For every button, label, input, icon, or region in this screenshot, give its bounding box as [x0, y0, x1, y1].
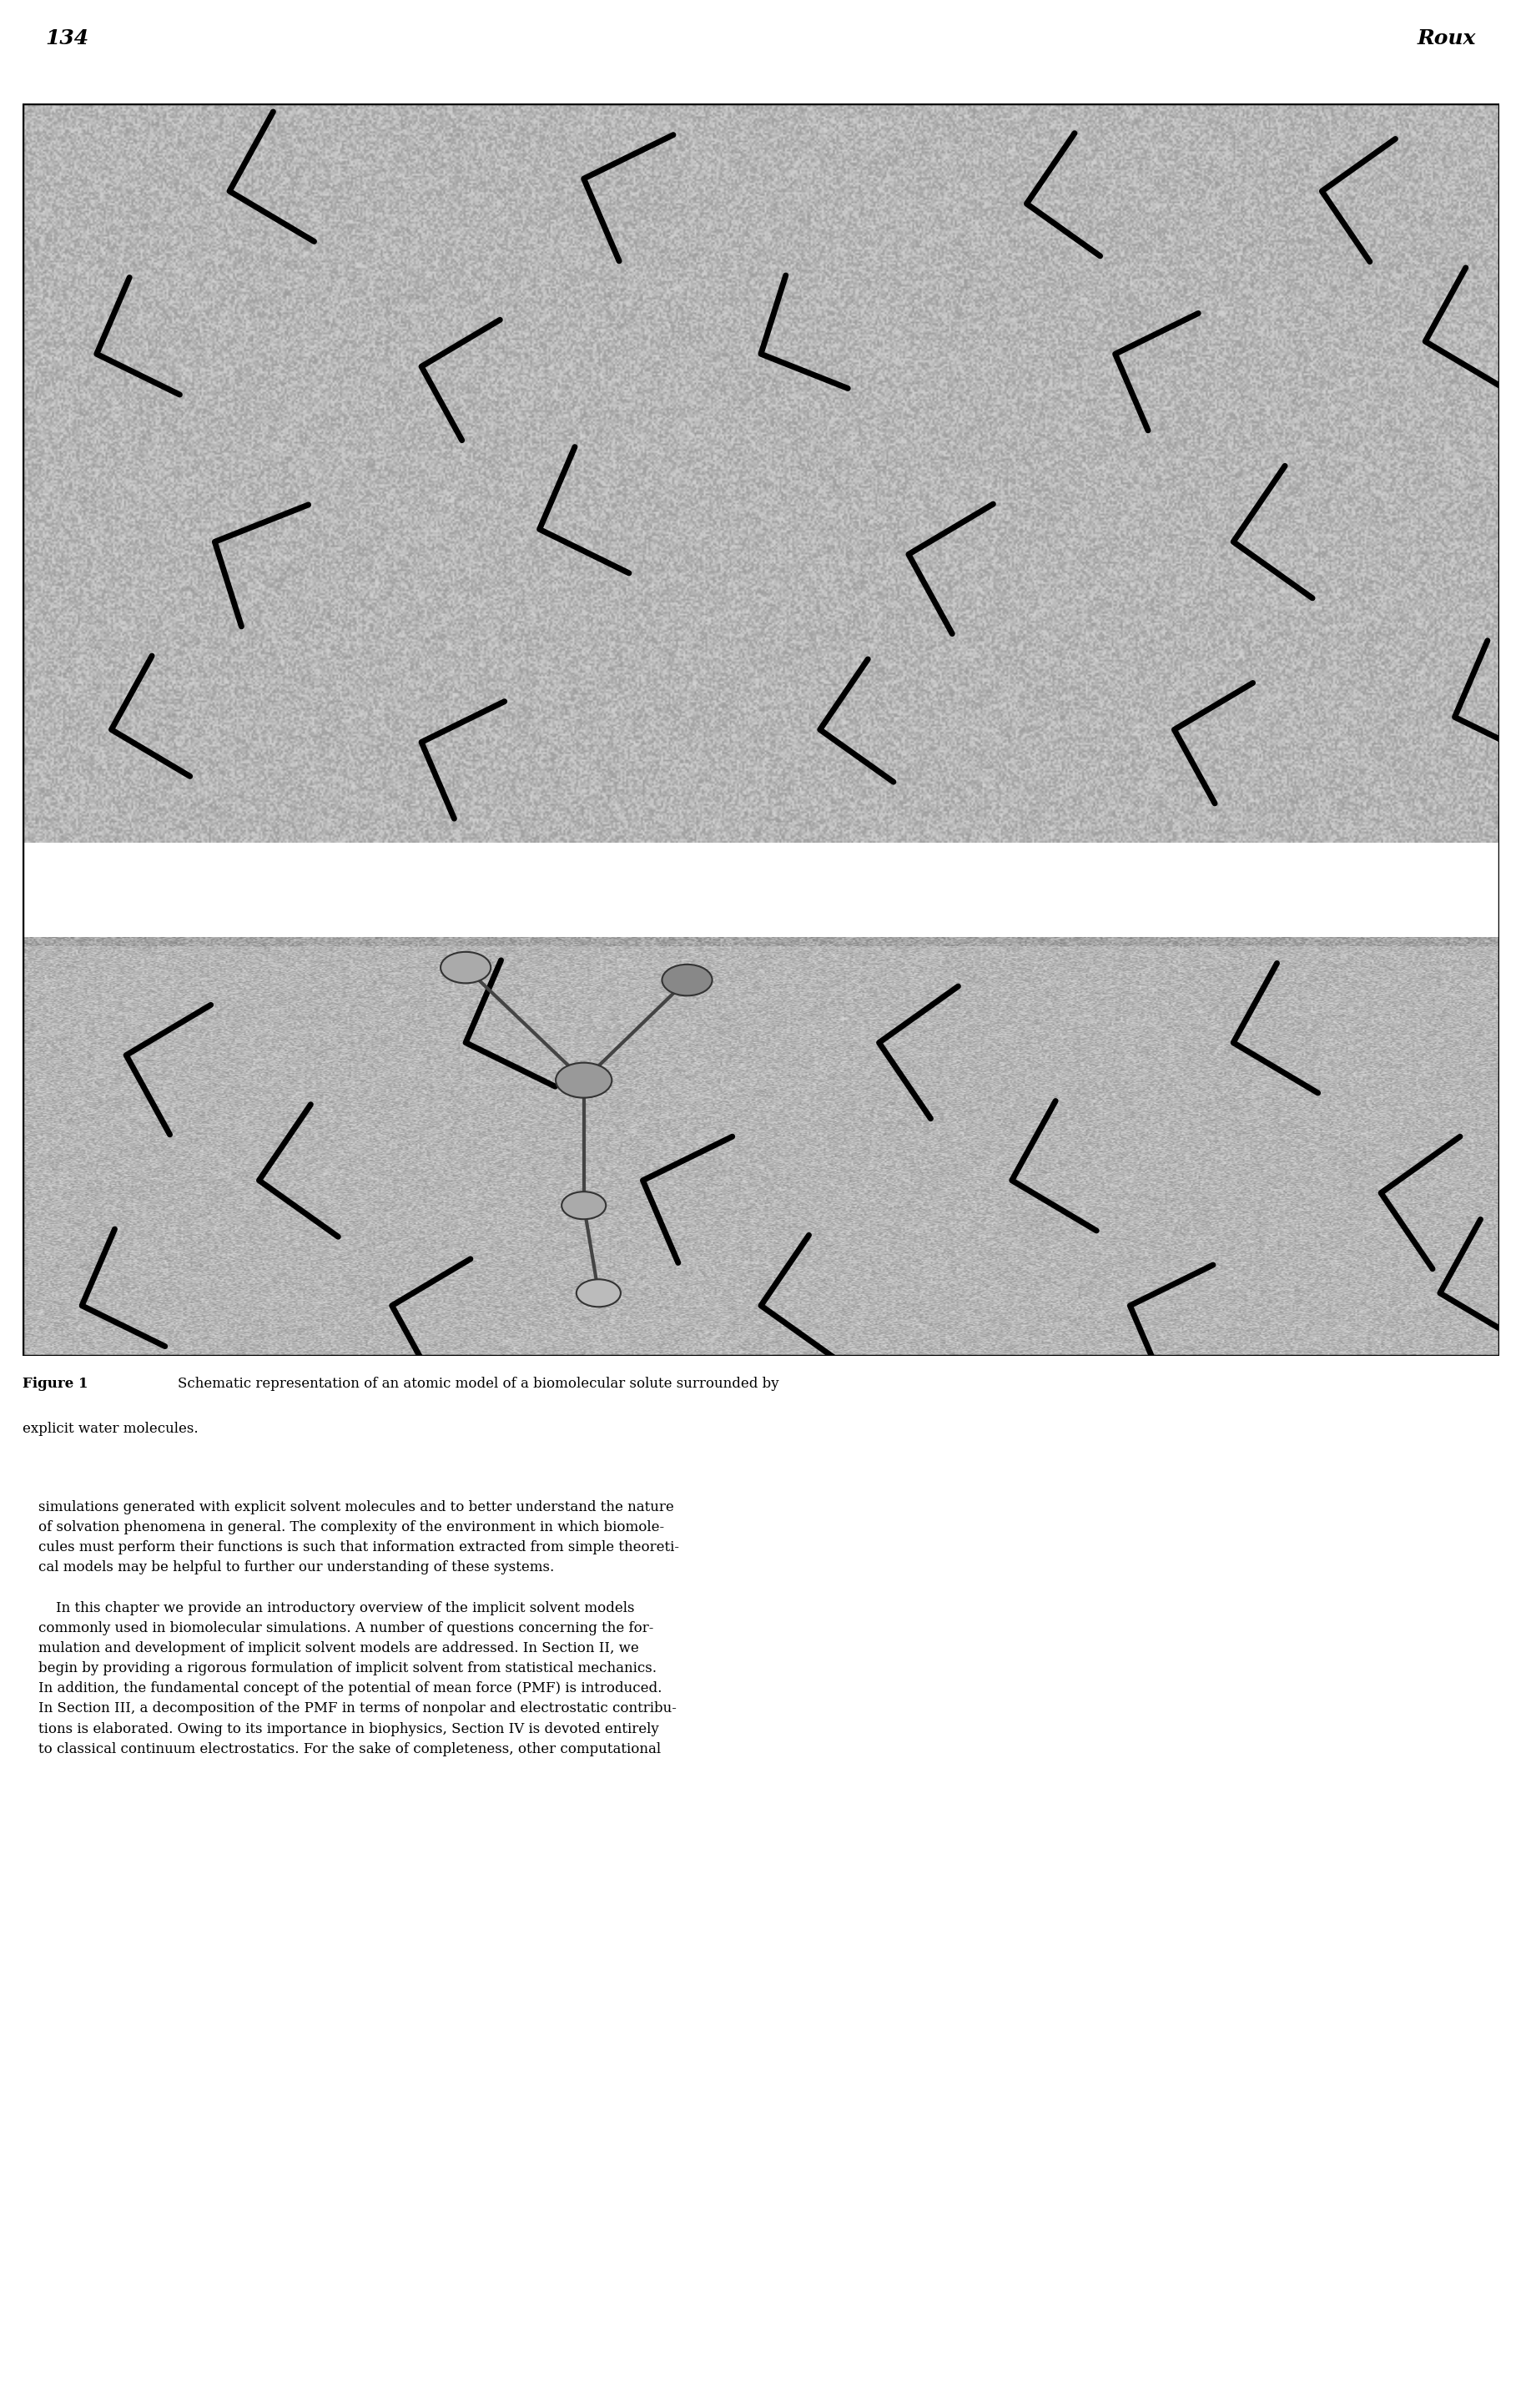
Bar — [23, 843, 1498, 942]
Ellipse shape — [555, 1062, 611, 1098]
Text: 134: 134 — [46, 29, 90, 48]
Ellipse shape — [441, 951, 490, 982]
Text: Schematic representation of an atomic model of a biomolecular solute surrounded : Schematic representation of an atomic mo… — [178, 1377, 779, 1389]
Text: simulations generated with explicit solvent molecules and to better understand t: simulations generated with explicit solv… — [38, 1500, 678, 1755]
Text: Figure 1: Figure 1 — [23, 1377, 88, 1389]
Ellipse shape — [561, 1192, 605, 1218]
Text: Roux: Roux — [1416, 29, 1475, 48]
Ellipse shape — [662, 966, 712, 997]
Ellipse shape — [576, 1279, 621, 1308]
Text: explicit water molecules.: explicit water molecules. — [23, 1421, 198, 1435]
